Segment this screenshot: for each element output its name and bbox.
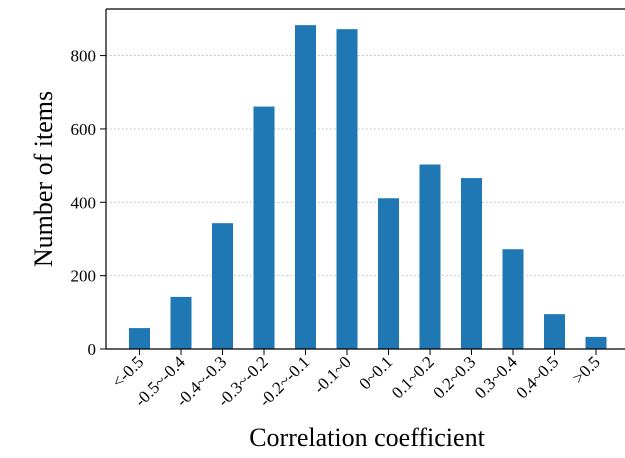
bar [502, 249, 524, 349]
y-axis-title: Number of items [29, 91, 58, 267]
bar [378, 198, 399, 349]
y-tick-label: 800 [71, 47, 97, 66]
x-tick-label: >0.5 [569, 352, 604, 387]
bar [253, 106, 275, 349]
x-tick-label: 0.3~0.4 [471, 352, 521, 402]
x-tick-label: -0.1~0 [310, 352, 355, 397]
bar [129, 328, 150, 349]
y-tick-label: 400 [71, 193, 97, 212]
x-tick-label: 0.2~0.3 [429, 352, 479, 402]
y-tick-label: 600 [71, 120, 97, 139]
bar [544, 314, 565, 349]
y-tick-label: 0 [88, 340, 97, 359]
x-tick-label: 0.4~0.5 [512, 352, 562, 402]
axes [105, 8, 625, 350]
bar [585, 336, 607, 349]
bar [336, 29, 358, 349]
x-axis-title: Correlation coefficient [249, 423, 485, 452]
bars [129, 25, 607, 349]
bar [212, 223, 233, 349]
y-ticks: 0 200 400 600 800 [71, 47, 106, 359]
bar [295, 25, 316, 349]
bar [461, 178, 482, 349]
x-ticks: <-0.5-0.5~-0.4-0.4~-0.3-0.3~-0.2-0.2~-0.… [108, 349, 604, 410]
bar [170, 296, 192, 349]
y-tick-label: 200 [71, 267, 97, 286]
bar [419, 164, 441, 349]
gridlines [106, 55, 625, 277]
x-tick-label: 0.1~0.2 [388, 352, 438, 402]
